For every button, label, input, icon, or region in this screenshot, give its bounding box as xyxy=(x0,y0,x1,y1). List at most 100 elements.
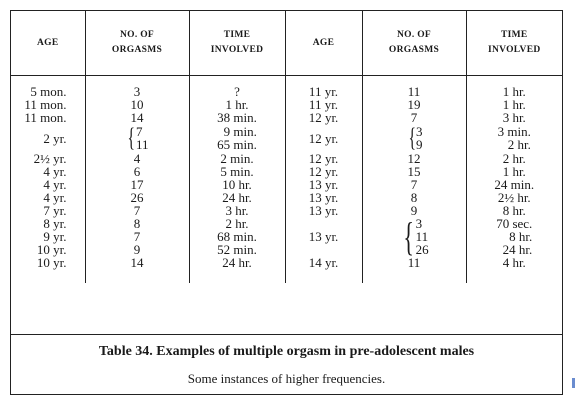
age-cell: 10 yr. xyxy=(11,243,86,256)
table-spacer-row xyxy=(11,269,562,283)
header-age-right: AGE xyxy=(285,11,363,76)
time-cell: 1 hr. xyxy=(189,98,286,111)
age-cell: 11 yr. xyxy=(285,98,363,111)
header-time-right: TIME INVOLVED xyxy=(466,11,562,76)
header-time-left: TIME INVOLVED xyxy=(189,11,286,76)
time-stack: 70 sec. 8 hr. 24 hr. xyxy=(496,216,533,257)
header-row: AGE NO. OF ORGASMS TIME INVOLVED AGE NO. O… xyxy=(11,11,562,76)
age-cell: 12 yr. xyxy=(285,124,363,152)
table-row: 10 yr. 9 52 min. xyxy=(11,243,562,256)
age-cell: 12 yr. xyxy=(285,165,363,178)
age-cell: 7 yr. xyxy=(11,204,86,217)
time-stack: 3 min. 2 hr. xyxy=(497,124,531,152)
header-age-left: AGE xyxy=(11,11,86,76)
orgasms-cell: 17 xyxy=(85,178,190,191)
header-orgasms-right: NO. OF ORGASMS xyxy=(362,11,467,76)
age-cell: 5 mon. xyxy=(11,75,86,98)
table-row: 4 yr. 26 24 hr. 13 yr. 8 2½ hr. xyxy=(11,191,562,204)
age-cell: 11 mon. xyxy=(11,98,86,111)
orgasms-cell: 11 xyxy=(362,256,467,269)
table-row: 11 mon. 10 1 hr. 11 yr. 19 1 hr. xyxy=(11,98,562,111)
time-cell: ? xyxy=(189,75,286,98)
age-cell: 4 yr. xyxy=(11,178,86,191)
time-cell: 8 hr. xyxy=(502,203,526,218)
table-caption: Table 34. Examples of multiple orgasm in… xyxy=(98,344,475,359)
time-cell: 3 min. 2 hr. xyxy=(466,124,562,152)
table-row: 10 yr. 14 24 hr. 14 yr. 11 4 hr. xyxy=(11,256,562,269)
table-row: 4 yr. 17 10 hr. 13 yr. 7 24 min. xyxy=(11,178,562,191)
time-cell: 24 hr. xyxy=(189,256,286,269)
time-cell: 2 hr. xyxy=(502,151,526,166)
time-stack: 9 min. 65 min. xyxy=(217,124,257,152)
orgasms-stack: 7 11 xyxy=(135,124,149,152)
table-row: 4 yr. 6 5 min. 12 yr. 15 1 hr. xyxy=(11,165,562,178)
orgasms-cell: 4 xyxy=(85,152,190,165)
time-cell: 24 hr. xyxy=(189,191,286,204)
orgasms-cell: 7 xyxy=(85,204,190,217)
time-cell: 2 hr. xyxy=(189,217,286,230)
orgasms-cell: 8 xyxy=(85,217,190,230)
orgasms-cell: 11 xyxy=(362,75,467,98)
time-cell: 1 hr. xyxy=(502,84,526,99)
brace-mark: { xyxy=(407,123,416,152)
time-cell: 70 sec. 8 hr. 24 hr. xyxy=(466,217,562,256)
orgasms-cell: 12 xyxy=(362,152,467,165)
brace-mark: { xyxy=(403,214,415,259)
age-cell: 13 yr. xyxy=(285,217,363,256)
age-cell: 12 yr. xyxy=(285,152,363,165)
spacer-cell xyxy=(466,269,562,283)
time-cell: 10 hr. xyxy=(189,178,286,191)
table-row: 8 yr. 8 2 hr. 13 yr. {3 11 26 70 sec. 8 hr.… xyxy=(11,217,562,257)
table-row: 5 mon. 3 ? 11 yr. 11 1 hr. xyxy=(11,75,562,99)
time-cell: 5 min. xyxy=(189,165,286,178)
spacer-cell xyxy=(11,269,86,283)
table-row: 9 yr. 7 68 min. xyxy=(11,230,562,243)
time-cell: 1 hr. xyxy=(502,97,526,112)
orgasms-cell: 3 xyxy=(85,75,190,98)
age-cell: 12 yr. xyxy=(285,111,363,124)
time-cell: 38 min. xyxy=(189,111,286,124)
age-cell: 13 yr. xyxy=(285,191,363,204)
time-cell: 3 hr. xyxy=(189,204,286,217)
orgasm-table: AGE NO. OF ORGASMS TIME INVOLVED AGE NO. O… xyxy=(11,11,562,283)
scrollbar-fragment xyxy=(572,378,575,388)
table-subcaption: Some instances of higher frequencies. xyxy=(187,371,386,386)
spacer-cell xyxy=(285,269,363,283)
time-cell: 68 min. xyxy=(189,230,286,243)
orgasms-cell: 10 xyxy=(85,98,190,111)
table-frame xyxy=(10,10,563,395)
table-row: 11 mon. 14 38 min. 12 yr. 7 3 hr. xyxy=(11,111,562,124)
orgasms-cell: 15 xyxy=(362,165,467,178)
time-cell: 4 hr. xyxy=(502,255,526,270)
orgasms-cell: 6 xyxy=(85,165,190,178)
orgasms-cell: {7 11 xyxy=(85,124,190,152)
spacer-cell xyxy=(189,269,286,283)
age-cell: 13 yr. xyxy=(285,204,363,217)
age-cell: 13 yr. xyxy=(285,178,363,191)
age-cell: 11 mon. xyxy=(11,111,86,124)
orgasms-cell: 7 xyxy=(362,178,467,191)
orgasms-cell: 19 xyxy=(362,98,467,111)
time-cell: 1 hr. xyxy=(502,164,526,179)
table-row: 7 yr. 7 3 hr. 13 yr. 9 8 hr. xyxy=(11,204,562,217)
time-cell: 3 hr. xyxy=(502,110,526,125)
time-cell: 24 min. xyxy=(494,177,535,192)
time-cell: 2 min. xyxy=(189,152,286,165)
orgasms-cell: 8 xyxy=(362,191,467,204)
age-cell: 11 yr. xyxy=(285,75,363,98)
time-cell: 52 min. xyxy=(189,243,286,256)
orgasms-cell: 14 xyxy=(85,256,190,269)
time-cell: 2½ hr. xyxy=(497,190,531,205)
spacer-cell xyxy=(85,269,190,283)
orgasms-cell: {3 11 26 xyxy=(362,214,467,259)
orgasms-cell: 9 xyxy=(85,243,190,256)
age-cell: 2 yr. xyxy=(11,124,86,152)
age-cell: 14 yr. xyxy=(285,256,363,269)
table-row: 2 yr. {7 11 9 min. 65 min. 12 yr. {3 9 3 mi… xyxy=(11,124,562,152)
age-cell: 10 yr. xyxy=(11,256,86,269)
header-orgasms-left: NO. OF ORGASMS xyxy=(85,11,190,76)
orgasms-cell: 14 xyxy=(85,111,190,124)
orgasms-cell: 7 xyxy=(362,111,467,124)
